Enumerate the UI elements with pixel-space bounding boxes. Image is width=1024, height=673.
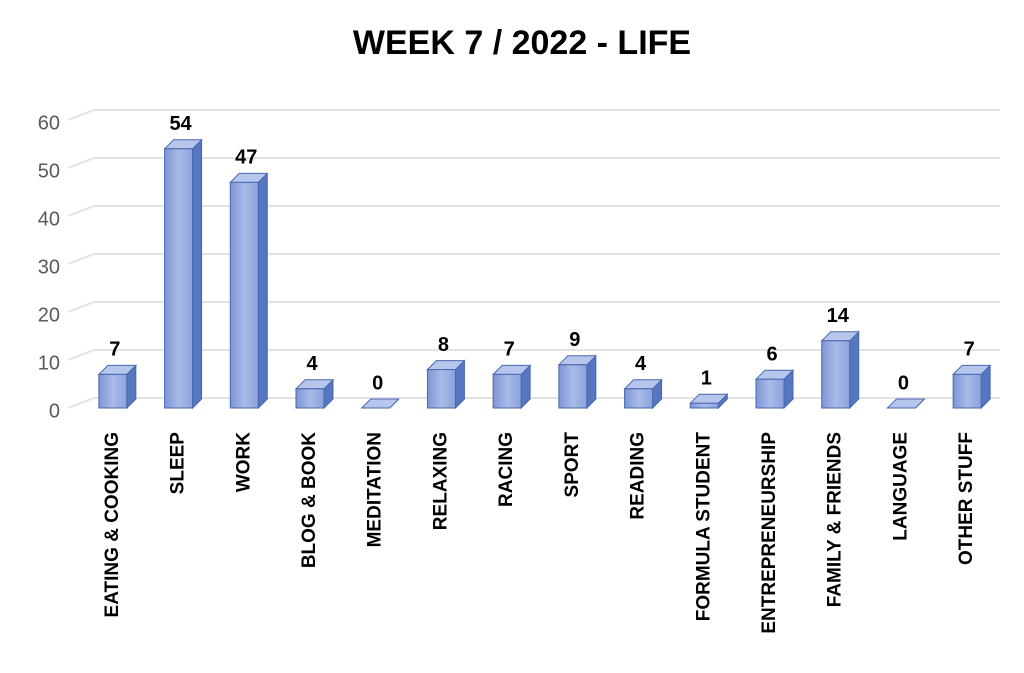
bar <box>558 364 588 409</box>
y-tick-label: 0 <box>49 400 60 422</box>
y-tick-label: 50 <box>38 160 60 182</box>
data-label: 9 <box>569 329 580 351</box>
x-tick-label: BLOG & BOOK <box>299 432 320 568</box>
bar <box>492 373 522 409</box>
bar-top <box>886 398 926 409</box>
data-label: 7 <box>964 339 975 361</box>
x-tick-label: EATING & COOKING <box>102 432 123 617</box>
bar <box>952 373 982 409</box>
x-tick-label: RELAXING <box>430 432 451 530</box>
x-tick-label: RACING <box>496 432 517 507</box>
x-tick-label: MEDITATION <box>365 432 386 547</box>
data-label: 47 <box>235 147 257 169</box>
bar <box>426 369 456 409</box>
grid-line <box>67 157 1000 169</box>
bar <box>164 148 194 409</box>
data-label: 0 <box>898 372 909 394</box>
x-tick-label: WORK <box>233 432 254 492</box>
x-tick-label: SLEEP <box>168 432 189 495</box>
bar <box>229 181 259 409</box>
bar-side <box>257 172 268 410</box>
grid-line <box>67 205 1000 217</box>
y-tick-label: 10 <box>38 352 60 374</box>
data-label: 4 <box>306 353 318 375</box>
bar-top <box>360 398 400 409</box>
bar <box>689 402 719 409</box>
bar <box>98 373 128 409</box>
x-tick-label: ENTREPRENEURSHIP <box>759 432 780 634</box>
grid-line <box>67 109 1000 121</box>
bar <box>755 378 785 409</box>
data-label: 7 <box>504 339 515 361</box>
data-label: 14 <box>827 305 850 327</box>
x-tick-label: SPORT <box>562 432 583 498</box>
y-tick-label: 60 <box>38 112 60 134</box>
chart-title: WEEK 7 / 2022 - LIFE <box>353 24 691 62</box>
grid-line <box>67 397 1000 409</box>
x-tick-label: READING <box>628 432 649 520</box>
x-tick-label: FAMILY & FRIENDS <box>825 432 846 607</box>
bar-side <box>849 330 860 410</box>
data-label: 54 <box>169 113 192 135</box>
grid-line <box>67 301 1000 313</box>
y-tick-label: 40 <box>38 208 60 230</box>
data-label: 4 <box>635 353 647 375</box>
x-tick-label: OTHER STUFF <box>956 432 977 565</box>
bar <box>624 388 654 409</box>
grid-line <box>67 349 1000 361</box>
data-label: 0 <box>372 372 383 394</box>
grid-line <box>67 253 1000 265</box>
x-tick-label: LANGUAGE <box>890 432 911 541</box>
bar-side <box>192 138 203 410</box>
bar <box>295 388 325 409</box>
data-label: 1 <box>701 367 712 389</box>
x-tick-label: FORMULA STUDENT <box>693 432 714 622</box>
y-tick-label: 30 <box>38 256 60 278</box>
data-label: 8 <box>438 334 449 356</box>
y-tick-label: 20 <box>38 304 60 326</box>
data-label: 7 <box>109 339 120 361</box>
data-label: 6 <box>766 343 777 365</box>
bar <box>821 340 851 409</box>
